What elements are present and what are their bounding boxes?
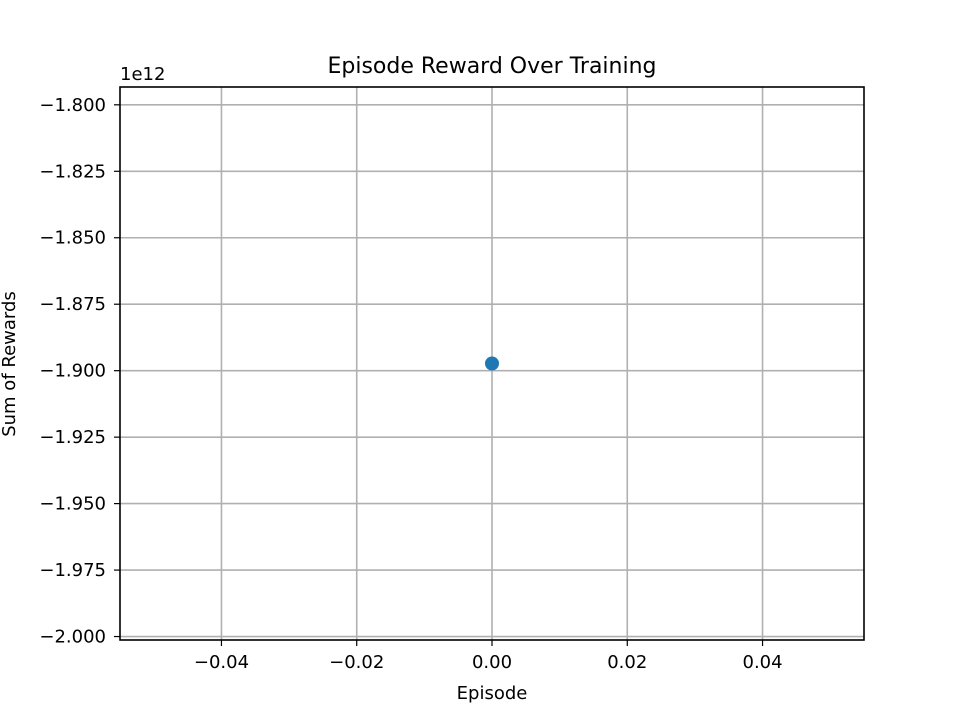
y-tick-label: −1.875 [39, 294, 106, 315]
data-points [485, 356, 499, 371]
ticks: −0.04 −0.02 0.00 0.02 0.04 −1.800 −1.825 −1.850… [39, 95, 782, 673]
x-tick-label: 0.02 [607, 652, 647, 673]
grid [120, 87, 864, 640]
data-point [485, 356, 499, 371]
y-axis-label: Sum of Rewards [0, 291, 20, 437]
y-offset-text: 1e12 [120, 64, 165, 85]
y-tick-label: −1.975 [39, 560, 106, 581]
x-axis-label: Episode [457, 683, 528, 704]
x-tick-label: 0.00 [472, 652, 512, 673]
y-tick-label: −1.900 [39, 361, 106, 382]
y-tick-label: −1.950 [39, 494, 106, 515]
x-tick-label: −0.04 [194, 652, 249, 673]
y-tick-label: −1.800 [39, 95, 106, 116]
y-tick-label: −1.925 [39, 427, 106, 448]
y-tick-label: −1.825 [39, 161, 106, 182]
chart-title: Episode Reward Over Training [327, 54, 656, 79]
plot-frame [119, 86, 865, 641]
y-tick-label: −1.850 [39, 228, 106, 249]
y-tick-label: −2.000 [39, 627, 106, 648]
x-tick-label: 0.04 [743, 652, 783, 673]
x-tick-label: −0.02 [329, 652, 384, 673]
